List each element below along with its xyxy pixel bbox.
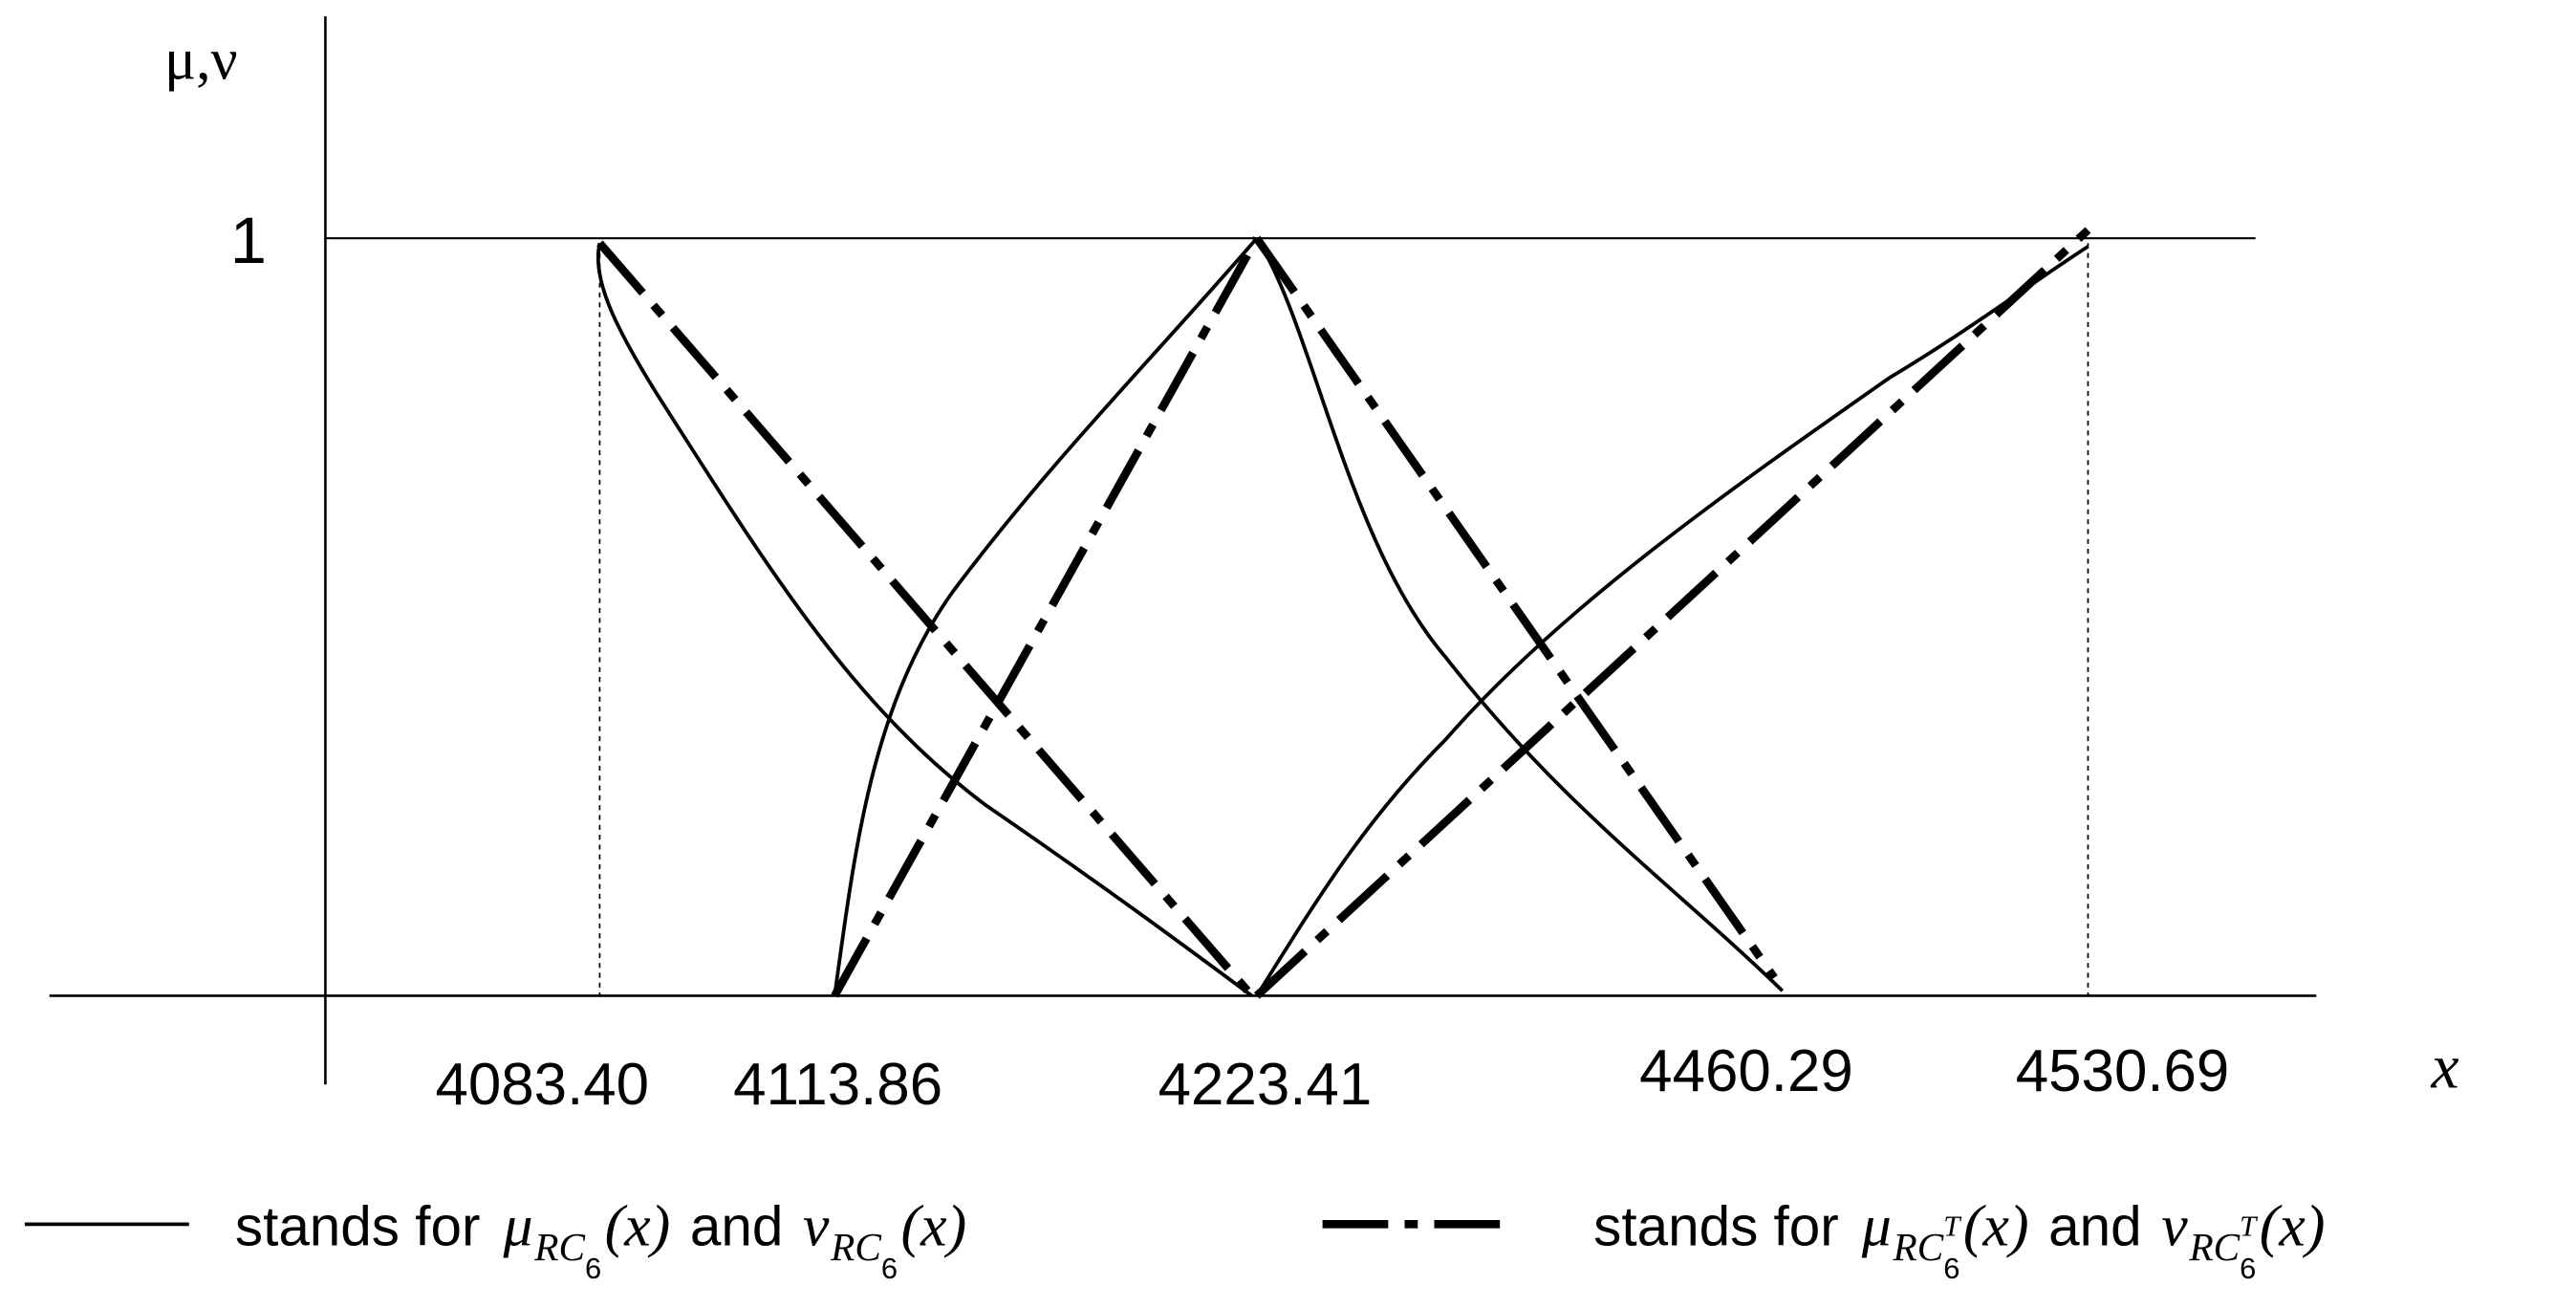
legend-text: 6 [1943, 1252, 1959, 1285]
dash-dot-line [596, 240, 1255, 999]
legend-text: (x) [901, 1194, 967, 1259]
legend-text: and [2048, 1196, 2141, 1258]
solid-curves [595, 236, 2089, 997]
x-tick-label: 4113.86 [733, 1052, 942, 1118]
legend-text: stands for [1593, 1196, 1839, 1258]
legend-text: 6 [585, 1252, 601, 1285]
dash-dot-line [1253, 227, 2091, 999]
legend-text: μ [502, 1194, 532, 1259]
legend-text: RC [830, 1225, 881, 1269]
curve [595, 242, 1253, 997]
legend-text: μ [1861, 1194, 1892, 1259]
legend-text: (x) [2260, 1194, 2326, 1259]
x-label: x [2431, 1034, 2459, 1102]
legend-text: RC [2188, 1225, 2240, 1269]
legend-text: (x) [1963, 1194, 2029, 1259]
x-tick-label: 4530.69 [2016, 1038, 2230, 1104]
legend-text: ν [2161, 1194, 2188, 1259]
legend-text: (x) [605, 1194, 671, 1259]
legend-text: stands for [235, 1196, 481, 1258]
curve [1255, 245, 2089, 997]
y-label: μ,ν [164, 27, 238, 92]
legend-text: 6 [881, 1252, 898, 1285]
legend-text: 6 [2240, 1252, 2256, 1285]
x-tick-label: 4223.41 [1158, 1052, 1373, 1118]
legend-text: RC [533, 1225, 585, 1269]
y-tick-label: 1 [230, 204, 267, 277]
dash-dot-lines [596, 227, 2091, 999]
curve [1255, 237, 1785, 992]
legend-text: T [1943, 1209, 1962, 1242]
x-tick-label: 4460.29 [1639, 1038, 1853, 1104]
legend-text: T [2240, 1209, 2259, 1242]
x-tick-label: 4083.40 [435, 1052, 649, 1118]
dash-dot-line [831, 236, 1261, 998]
dash-dot-line [1253, 235, 1778, 981]
legend-text: RC [1893, 1225, 1944, 1269]
legend-text: and [690, 1196, 783, 1258]
legend-text: ν [803, 1194, 830, 1259]
curve [833, 236, 1259, 996]
